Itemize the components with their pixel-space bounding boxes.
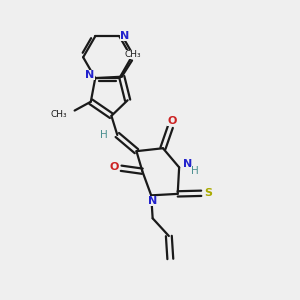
- Text: S: S: [205, 188, 213, 198]
- Text: O: O: [110, 162, 119, 172]
- Text: H: H: [191, 166, 199, 176]
- Text: CH₃: CH₃: [124, 50, 141, 59]
- Text: O: O: [167, 116, 176, 126]
- Text: N: N: [85, 70, 94, 80]
- Text: N: N: [183, 159, 192, 170]
- Text: CH₃: CH₃: [51, 110, 67, 119]
- Text: H: H: [100, 130, 108, 140]
- Text: N: N: [120, 31, 129, 41]
- Text: N: N: [148, 196, 157, 206]
